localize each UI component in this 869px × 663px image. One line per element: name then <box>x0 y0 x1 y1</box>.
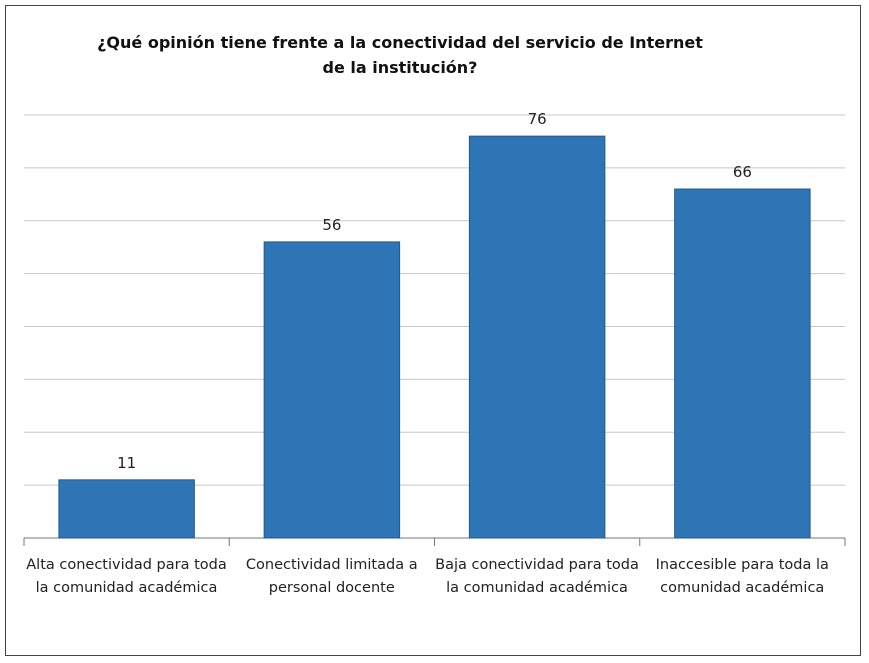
x-tick-label: Baja conectividad para toda la comunidad… <box>435 557 639 596</box>
chart-title: ¿Qué opinión tiene frente a la conectivi… <box>97 33 703 77</box>
data-label: 66 <box>733 163 752 181</box>
bar <box>263 241 401 539</box>
data-label: 11 <box>117 454 136 472</box>
data-label: 76 <box>528 110 547 128</box>
x-tick-label: Conectividad limitada a personal docente <box>245 557 418 596</box>
bar <box>674 188 811 539</box>
chart-frame <box>5 5 861 656</box>
x-tick-label: Alta conectividad para toda la comunidad… <box>26 557 227 596</box>
bar <box>468 135 606 539</box>
bar <box>58 479 195 539</box>
data-label: 56 <box>322 216 341 234</box>
x-tick-label: Inaccesible para toda la comunidad acadé… <box>655 557 829 596</box>
